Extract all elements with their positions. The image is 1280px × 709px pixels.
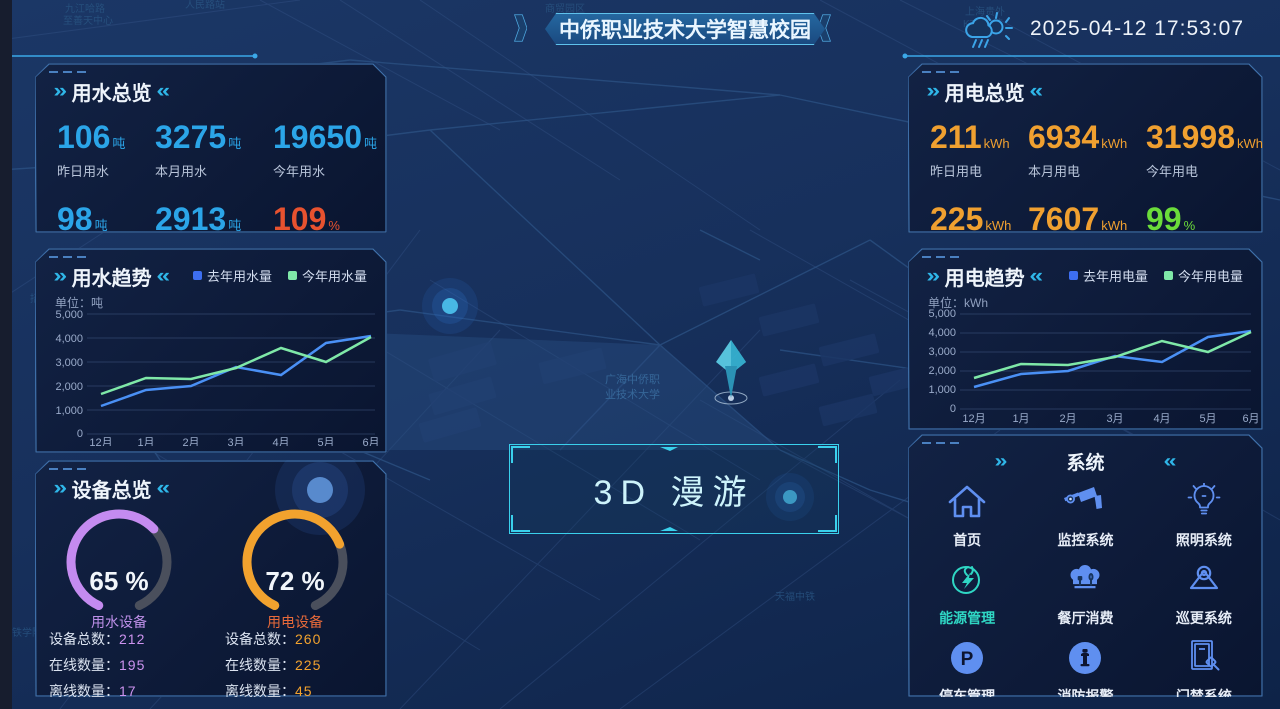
svg-text:3,000: 3,000 — [55, 357, 83, 369]
svg-text:4月: 4月 — [1153, 413, 1170, 424]
svg-text:人民路站: 人民路站 — [185, 0, 225, 11]
svg-text:6月: 6月 — [362, 437, 379, 446]
svg-text:12月: 12月 — [962, 413, 985, 424]
svg-text:0: 0 — [950, 403, 956, 415]
svg-text:4月: 4月 — [272, 437, 289, 446]
svg-text:2月: 2月 — [1059, 413, 1076, 424]
svg-text:0: 0 — [77, 428, 83, 440]
svg-text:4,000: 4,000 — [928, 327, 956, 339]
svg-text:5,000: 5,000 — [55, 309, 83, 321]
svg-text:业技术大学: 业技术大学 — [605, 387, 660, 401]
svg-text:5月: 5月 — [1199, 413, 1216, 424]
svg-text:至善天中心: 至善天中心 — [63, 14, 113, 27]
svg-text:3月: 3月 — [1106, 413, 1123, 424]
svg-text:1,000: 1,000 — [55, 405, 83, 417]
svg-text:3月: 3月 — [227, 437, 244, 446]
svg-text:2月: 2月 — [182, 437, 199, 446]
svg-text:3,000: 3,000 — [928, 346, 956, 358]
svg-text:12月: 12月 — [89, 437, 112, 446]
svg-text:1,000: 1,000 — [928, 384, 956, 396]
svg-text:2,000: 2,000 — [928, 365, 956, 377]
svg-text:6月: 6月 — [1242, 413, 1259, 424]
svg-text:2,000: 2,000 — [55, 381, 83, 393]
svg-text:九江哈路: 九江哈路 — [65, 2, 105, 15]
svg-text:1月: 1月 — [137, 437, 154, 446]
svg-text:天福中铁: 天福中铁 — [775, 590, 815, 603]
svg-text:5,000: 5,000 — [928, 308, 956, 320]
svg-text:广海中侨职: 广海中侨职 — [605, 372, 660, 386]
svg-text:5月: 5月 — [317, 437, 334, 446]
svg-text:P: P — [961, 649, 974, 670]
svg-text:4,000: 4,000 — [55, 333, 83, 345]
svg-text:1月: 1月 — [1012, 413, 1029, 424]
